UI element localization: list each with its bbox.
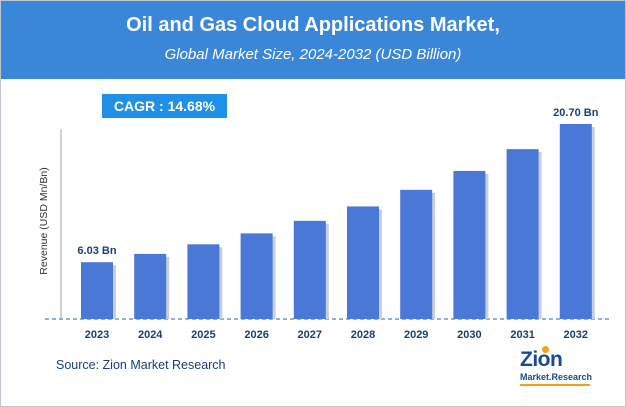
bar-2025 bbox=[187, 244, 220, 319]
x-tick-label: 2023 bbox=[85, 329, 109, 341]
bar-2024 bbox=[134, 253, 167, 319]
chart-subtitle: Global Market Size, 2024-2032 (USD Billi… bbox=[164, 46, 462, 63]
zion-logo: Zion Market.Research bbox=[520, 346, 600, 389]
x-tick-label: 2026 bbox=[244, 329, 268, 341]
x-tick-label: 2031 bbox=[510, 329, 534, 341]
data-label: 20.70 Bn bbox=[553, 107, 599, 119]
x-tick-label: 2032 bbox=[564, 329, 588, 341]
bar-2032 bbox=[559, 124, 592, 319]
bar-2029 bbox=[400, 189, 433, 319]
bar-2023 bbox=[81, 262, 113, 319]
x-tick-label: 2028 bbox=[351, 329, 375, 341]
data-label: 6.03 Bn bbox=[77, 245, 116, 257]
x-tick-label: 2029 bbox=[404, 329, 428, 341]
x-tick-label: 2030 bbox=[457, 329, 481, 341]
bar-2026 bbox=[240, 233, 273, 319]
chart-title: Oil and Gas Cloud Applications Market, bbox=[126, 14, 500, 36]
x-tick-label: 2027 bbox=[298, 329, 322, 341]
cagr-badge: CAGR : 14.68% bbox=[102, 94, 227, 118]
logo-underline bbox=[520, 384, 590, 386]
bar-2028 bbox=[347, 206, 379, 319]
bar-2031 bbox=[506, 149, 539, 319]
logo-main-text: Zion bbox=[520, 348, 563, 371]
logo-sub-text: Market.Research bbox=[520, 372, 593, 382]
source-text: Source: Zion Market Research bbox=[56, 358, 226, 372]
x-tick-label: 2025 bbox=[191, 329, 215, 341]
x-tick-label: 2024 bbox=[138, 329, 163, 341]
logo-dot-icon bbox=[542, 346, 549, 353]
bar-2027 bbox=[293, 220, 326, 319]
bar-2030 bbox=[453, 170, 486, 319]
chart-header: Oil and Gas Cloud Applications Market, G… bbox=[1, 1, 625, 79]
